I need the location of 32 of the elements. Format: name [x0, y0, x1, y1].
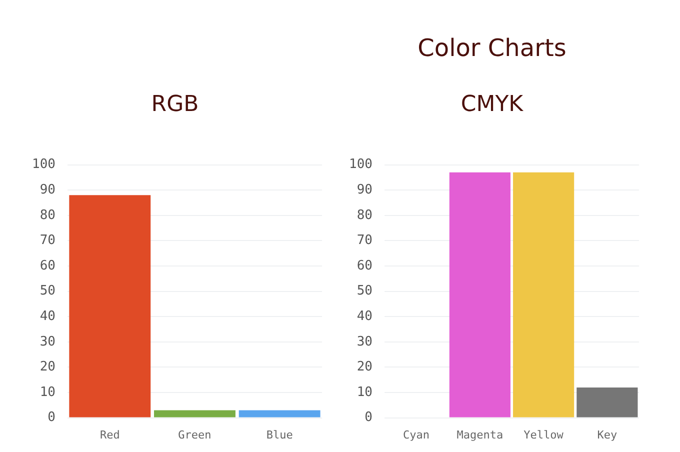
y-tick-label: 80 [40, 208, 56, 223]
y-tick-label: 0 [364, 410, 372, 426]
y-tick-label: 60 [356, 258, 372, 274]
y-tick-label: 0 [48, 410, 56, 426]
y-tick-label: 90 [40, 182, 56, 198]
y-tick-label: 90 [356, 182, 372, 198]
y-tick-label: 60 [40, 258, 56, 274]
x-tick-label: Red [100, 428, 120, 442]
text: Color Charts [416, 34, 568, 62]
y-tick-label: 20 [40, 360, 56, 375]
y-tick-label: 100 [32, 157, 56, 172]
y-tick-label: 50 [40, 284, 56, 299]
y-tick-label: 100 [348, 157, 372, 172]
y-tick-label: 30 [356, 334, 372, 350]
x-tick-label: Blue [266, 428, 293, 442]
y-tick-label: 80 [356, 208, 372, 223]
y-tick-label: 70 [356, 233, 372, 248]
y-tick-label: 10 [356, 384, 372, 400]
x-tick-label: Magenta [456, 428, 504, 442]
y-tick-label: 20 [356, 360, 372, 375]
y-tick-label: 50 [356, 284, 372, 299]
x-tick-label: Key [597, 428, 618, 442]
x-tick-label: Yellow [524, 428, 564, 442]
y-tick-label: 30 [40, 334, 56, 350]
chart-title: CMYK [460, 92, 524, 117]
y-tick-label: 40 [40, 308, 56, 324]
x-tick-label: Green [178, 428, 212, 442]
y-tick-label: 70 [40, 233, 56, 248]
x-tick-label: Cyan [403, 428, 430, 442]
y-tick-label: 40 [356, 308, 372, 324]
chart-title: RGB [150, 92, 200, 117]
y-tick-label: 10 [40, 384, 56, 400]
